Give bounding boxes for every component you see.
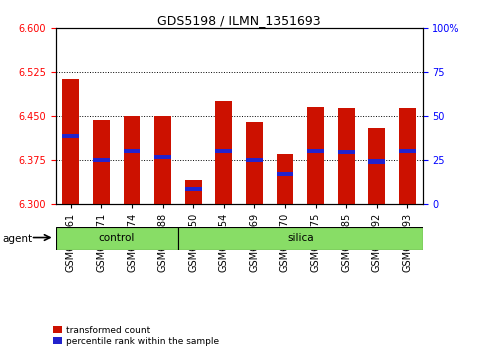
Bar	[277, 172, 293, 176]
Bar	[215, 149, 232, 153]
Bar	[185, 187, 201, 191]
Text: control: control	[99, 233, 135, 243]
Text: agent: agent	[2, 234, 32, 244]
Bar	[154, 155, 171, 159]
Bar	[338, 150, 355, 154]
Bar	[399, 149, 416, 153]
Bar	[124, 116, 141, 204]
Bar	[215, 101, 232, 204]
Bar	[56, 227, 178, 250]
Bar	[93, 120, 110, 204]
Legend: transformed count, percentile rank within the sample: transformed count, percentile rank withi…	[53, 326, 219, 346]
Bar	[369, 127, 385, 204]
Bar	[338, 108, 355, 204]
Bar	[178, 227, 423, 250]
Title: GDS5198 / ILMN_1351693: GDS5198 / ILMN_1351693	[157, 14, 321, 27]
Bar	[185, 180, 201, 204]
Bar	[62, 79, 79, 204]
Bar	[246, 122, 263, 204]
Bar	[154, 116, 171, 204]
Bar	[307, 149, 324, 153]
Text: silica: silica	[287, 233, 313, 243]
Bar	[246, 158, 263, 162]
Bar	[62, 134, 79, 138]
Bar	[93, 158, 110, 162]
Bar	[399, 108, 416, 204]
Bar	[124, 149, 141, 153]
Bar	[369, 159, 385, 164]
Bar	[307, 107, 324, 204]
Bar	[277, 154, 293, 204]
